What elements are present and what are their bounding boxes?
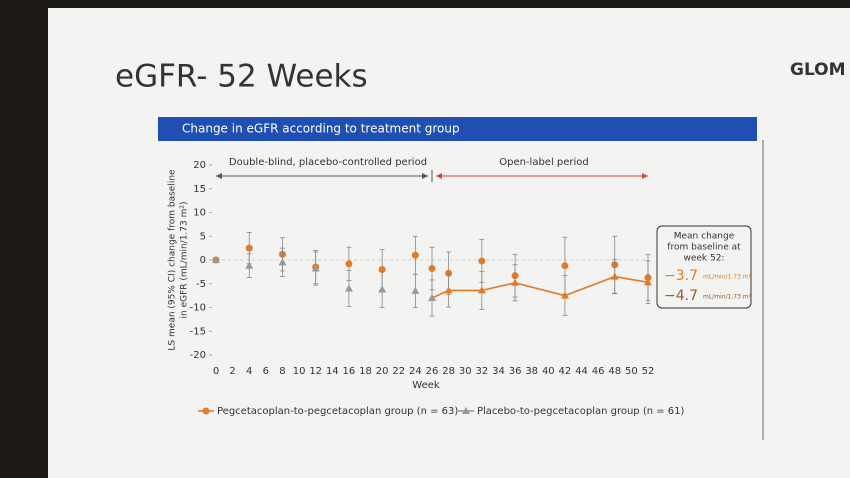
point (344, 284, 353, 292)
point (561, 262, 569, 270)
x-tick-label: 38 (525, 366, 538, 377)
x-tick-label: 0 (213, 366, 219, 377)
x-tick-label: 16 (343, 366, 356, 377)
y-tick-label: 0 (200, 255, 206, 266)
point (478, 257, 486, 265)
point (511, 278, 520, 286)
logo: GLOM (790, 60, 846, 80)
x-tick-label: 2 (229, 366, 235, 377)
annotation-box (656, 225, 752, 309)
box-unit: mL/min/1.73 m² (703, 294, 752, 301)
point (560, 291, 569, 299)
point (428, 294, 436, 301)
period-label: Open-label period (499, 157, 589, 168)
point (345, 260, 353, 268)
x-tick-label: 20 (376, 366, 389, 377)
y-tick-label: -5 (196, 279, 206, 290)
y-tick-label: 15 (193, 184, 206, 195)
x-tick-label: 42 (559, 366, 572, 377)
point (411, 251, 419, 259)
x-tick-label: 6 (263, 366, 269, 377)
box-value: −3.7 (664, 268, 698, 284)
x-tick-label: 28 (442, 366, 455, 377)
x-tick-label: 18 (359, 366, 372, 377)
x-tick-label: 22 (392, 366, 405, 377)
x-tick-label: 46 (592, 366, 605, 377)
legend-label: Placebo-to-pegcetacoplan group (n = 61) (477, 406, 685, 417)
y-tick-label: 10 (193, 208, 206, 219)
y-axis-label: LS mean (95% CI) change from baseline (168, 169, 178, 351)
box-unit: mL/min/1.73 m² (703, 274, 752, 281)
point (245, 261, 254, 269)
point (212, 256, 220, 263)
y-tick-label: -10 (190, 303, 206, 314)
point (278, 258, 287, 266)
x-tick-label: 48 (608, 366, 621, 377)
point (311, 264, 320, 272)
x-tick-label: 50 (625, 366, 638, 377)
point (428, 265, 436, 273)
x-tick-label: 10 (293, 366, 306, 377)
box-title: week 52: (684, 254, 725, 264)
x-tick-label: 26 (426, 366, 439, 377)
x-tick-label: 24 (409, 366, 422, 377)
point (245, 244, 253, 252)
legend-marker (462, 407, 470, 414)
legend-label: Pegcetacoplan-to-pegcetacoplan group (n … (217, 406, 458, 417)
point (445, 269, 453, 277)
box-value: −4.7 (664, 288, 698, 304)
x-tick-label: 30 (459, 366, 472, 377)
header-bar (158, 117, 757, 141)
point (644, 278, 652, 286)
x-tick-label: 36 (509, 366, 522, 377)
y-axis-label: in eGFR (mL/min/1.73 m²) (180, 202, 190, 319)
arrow-head (216, 173, 222, 179)
point (444, 286, 453, 294)
point (610, 272, 619, 280)
x-axis-label: Week (412, 380, 440, 391)
y-tick-label: 5 (200, 231, 206, 242)
y-tick-label: -15 (190, 326, 206, 337)
y-tick-label: 20 (193, 160, 206, 171)
legend-marker (202, 407, 210, 415)
slide-title: eGFR- 52 Weeks (115, 59, 368, 95)
x-tick-label: 14 (326, 366, 339, 377)
box-title: from baseline at (667, 243, 741, 253)
x-tick-label: 12 (309, 366, 322, 377)
x-tick-label: 52 (642, 366, 655, 377)
chart-title: Change in eGFR according to treatment gr… (182, 122, 460, 136)
x-tick-label: 32 (475, 366, 488, 377)
point (477, 286, 486, 294)
y-tick-label: -20 (190, 350, 206, 361)
x-tick-label: 4 (246, 366, 252, 377)
x-tick-label: 44 (575, 366, 588, 377)
x-tick-label: 8 (279, 366, 285, 377)
arrow-head (436, 173, 442, 179)
arrow-head (642, 173, 648, 179)
period-label: Double-blind, placebo-controlled period (229, 157, 427, 168)
arrow-head (422, 173, 428, 179)
box-title: Mean change (674, 232, 735, 242)
point (411, 286, 420, 294)
slide-bg (48, 8, 850, 478)
x-tick-label: 40 (542, 366, 555, 377)
x-tick-label: 34 (492, 366, 505, 377)
point (378, 285, 387, 293)
